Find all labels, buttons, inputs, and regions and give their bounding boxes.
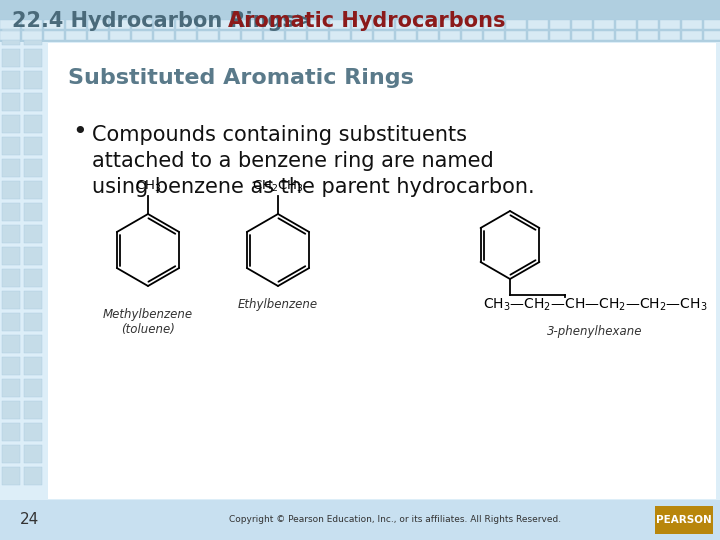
FancyBboxPatch shape	[550, 31, 570, 40]
FancyBboxPatch shape	[2, 467, 20, 485]
FancyBboxPatch shape	[2, 445, 20, 463]
FancyBboxPatch shape	[2, 269, 20, 287]
FancyBboxPatch shape	[2, 27, 20, 45]
Text: Methylbenzene
(toluene): Methylbenzene (toluene)	[103, 308, 193, 336]
FancyBboxPatch shape	[2, 335, 20, 353]
FancyBboxPatch shape	[2, 137, 20, 155]
FancyBboxPatch shape	[264, 31, 284, 40]
FancyBboxPatch shape	[198, 20, 218, 29]
Text: using benzene as the parent hydrocarbon.: using benzene as the parent hydrocarbon.	[92, 177, 535, 197]
FancyBboxPatch shape	[24, 357, 42, 375]
FancyBboxPatch shape	[44, 31, 64, 40]
FancyBboxPatch shape	[616, 20, 636, 29]
FancyBboxPatch shape	[44, 20, 64, 29]
FancyBboxPatch shape	[484, 20, 504, 29]
FancyBboxPatch shape	[2, 225, 20, 243]
FancyBboxPatch shape	[220, 20, 240, 29]
FancyBboxPatch shape	[308, 20, 328, 29]
FancyBboxPatch shape	[682, 31, 702, 40]
FancyBboxPatch shape	[24, 313, 42, 331]
FancyBboxPatch shape	[0, 500, 720, 540]
Text: 22.4 Hydrocarbon Rings>: 22.4 Hydrocarbon Rings>	[12, 11, 312, 31]
FancyBboxPatch shape	[2, 93, 20, 111]
FancyBboxPatch shape	[2, 313, 20, 331]
FancyBboxPatch shape	[22, 31, 42, 40]
FancyBboxPatch shape	[506, 20, 526, 29]
FancyBboxPatch shape	[24, 467, 42, 485]
FancyBboxPatch shape	[24, 401, 42, 419]
FancyBboxPatch shape	[110, 31, 130, 40]
FancyBboxPatch shape	[352, 31, 372, 40]
FancyBboxPatch shape	[132, 20, 152, 29]
FancyBboxPatch shape	[418, 20, 438, 29]
FancyBboxPatch shape	[462, 31, 482, 40]
FancyBboxPatch shape	[24, 335, 42, 353]
FancyBboxPatch shape	[176, 31, 196, 40]
FancyBboxPatch shape	[594, 20, 614, 29]
FancyBboxPatch shape	[2, 379, 20, 397]
FancyBboxPatch shape	[528, 31, 548, 40]
FancyBboxPatch shape	[572, 31, 592, 40]
FancyBboxPatch shape	[396, 20, 416, 29]
FancyBboxPatch shape	[24, 71, 42, 89]
FancyBboxPatch shape	[110, 20, 130, 29]
FancyBboxPatch shape	[330, 20, 350, 29]
FancyBboxPatch shape	[48, 43, 716, 499]
FancyBboxPatch shape	[704, 20, 720, 29]
FancyBboxPatch shape	[572, 20, 592, 29]
FancyBboxPatch shape	[24, 181, 42, 199]
Text: CH$_2$CH$_3$: CH$_2$CH$_3$	[252, 179, 304, 194]
Text: CH$_3$—CH$_2$—CH—CH$_2$—CH$_2$—CH$_3$: CH$_3$—CH$_2$—CH—CH$_2$—CH$_2$—CH$_3$	[482, 297, 707, 313]
FancyBboxPatch shape	[24, 247, 42, 265]
FancyBboxPatch shape	[24, 423, 42, 441]
FancyBboxPatch shape	[242, 20, 262, 29]
FancyBboxPatch shape	[2, 115, 20, 133]
FancyBboxPatch shape	[24, 291, 42, 309]
FancyBboxPatch shape	[440, 20, 460, 29]
FancyBboxPatch shape	[352, 20, 372, 29]
Text: Aromatic Hydrocarbons: Aromatic Hydrocarbons	[228, 11, 505, 31]
FancyBboxPatch shape	[440, 31, 460, 40]
FancyBboxPatch shape	[704, 31, 720, 40]
Text: attached to a benzene ring are named: attached to a benzene ring are named	[92, 151, 494, 171]
FancyBboxPatch shape	[264, 20, 284, 29]
FancyBboxPatch shape	[594, 31, 614, 40]
FancyBboxPatch shape	[2, 71, 20, 89]
FancyBboxPatch shape	[24, 445, 42, 463]
FancyBboxPatch shape	[286, 20, 306, 29]
FancyBboxPatch shape	[24, 27, 42, 45]
FancyBboxPatch shape	[24, 379, 42, 397]
FancyBboxPatch shape	[66, 31, 86, 40]
FancyBboxPatch shape	[24, 159, 42, 177]
Text: CH$_3$: CH$_3$	[135, 179, 161, 194]
FancyBboxPatch shape	[550, 20, 570, 29]
FancyBboxPatch shape	[176, 20, 196, 29]
FancyBboxPatch shape	[88, 31, 108, 40]
FancyBboxPatch shape	[24, 203, 42, 221]
Text: 3-phenylhexane: 3-phenylhexane	[547, 325, 643, 338]
FancyBboxPatch shape	[660, 31, 680, 40]
FancyBboxPatch shape	[88, 20, 108, 29]
FancyBboxPatch shape	[2, 247, 20, 265]
FancyBboxPatch shape	[24, 93, 42, 111]
FancyBboxPatch shape	[2, 357, 20, 375]
FancyBboxPatch shape	[308, 31, 328, 40]
FancyBboxPatch shape	[330, 31, 350, 40]
FancyBboxPatch shape	[24, 137, 42, 155]
Text: Substituted Aromatic Rings: Substituted Aromatic Rings	[68, 68, 414, 88]
Text: PEARSON: PEARSON	[656, 515, 712, 525]
FancyBboxPatch shape	[220, 31, 240, 40]
FancyBboxPatch shape	[616, 31, 636, 40]
FancyBboxPatch shape	[24, 115, 42, 133]
FancyBboxPatch shape	[2, 181, 20, 199]
FancyBboxPatch shape	[242, 31, 262, 40]
FancyBboxPatch shape	[24, 225, 42, 243]
FancyBboxPatch shape	[154, 31, 174, 40]
FancyBboxPatch shape	[0, 31, 20, 40]
FancyBboxPatch shape	[0, 0, 720, 42]
FancyBboxPatch shape	[2, 159, 20, 177]
Text: Compounds containing substituents: Compounds containing substituents	[92, 125, 467, 145]
FancyBboxPatch shape	[286, 31, 306, 40]
FancyBboxPatch shape	[2, 423, 20, 441]
